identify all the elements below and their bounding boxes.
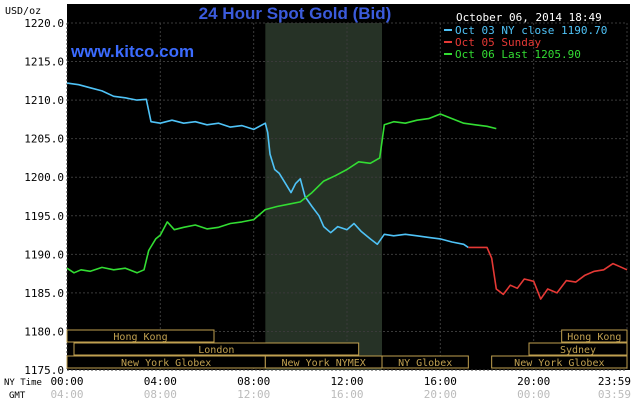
market-session-box — [381, 355, 469, 369]
gmt-row-label: GMT — [9, 391, 26, 401]
price-series-line — [66, 113, 497, 274]
market-session-label: Hong Kong — [567, 332, 621, 343]
market-session-box — [491, 355, 628, 369]
y-tick-label: 1210.0 — [24, 94, 64, 107]
nymex-session-shade — [265, 23, 382, 370]
x-tick-label: 20:00 — [517, 375, 550, 388]
x-tick-label: 04:00 — [144, 375, 177, 388]
market-session-box — [73, 342, 360, 356]
x-tick-label-gmt: 08:00 — [144, 388, 177, 401]
chart-timestamp: October 06, 2014 18:49 — [456, 11, 602, 24]
x-tick-label-gmt: 03:59 — [598, 388, 631, 401]
market-session-label: Hong Kong — [113, 332, 167, 343]
y-tick-label: 1190.0 — [24, 248, 64, 261]
legend-entry: Oct 05 Sunday — [455, 36, 541, 49]
x-tick-label: 16:00 — [424, 375, 457, 388]
market-session-box — [561, 329, 628, 343]
ny-time-row-label: NY Time — [4, 378, 42, 388]
market-session-label: New York NYMEX — [282, 358, 366, 369]
x-tick-label-gmt: 12:00 — [237, 388, 270, 401]
market-session-box — [66, 329, 215, 343]
market-session-box — [528, 342, 628, 356]
x-tick-label-gmt: 20:00 — [424, 388, 457, 401]
market-session-label: Sydney — [560, 345, 596, 356]
y-tick-label: 1195.0 — [24, 210, 64, 223]
market-session-label: New York Globex — [514, 358, 604, 369]
x-tick-label: 00:00 — [50, 375, 83, 388]
legend-entry: Oct 06 Last 1205.90 — [455, 48, 581, 61]
x-tick-label: 12:00 — [330, 375, 363, 388]
y-tick-label: 1205.0 — [24, 133, 64, 146]
price-series-line — [468, 246, 628, 300]
y-tick-label: 1180.0 — [24, 325, 64, 338]
y-tick-label: 1185.0 — [24, 287, 64, 300]
watermark-url: www.kitco.com — [70, 42, 194, 61]
legend-entry: Oct 03 NY close 1190.70 — [455, 24, 607, 37]
x-tick-label-gmt: 16:00 — [330, 388, 363, 401]
y-tick-label: 1215.0 — [24, 56, 64, 69]
y-tick-label: 1200.0 — [24, 171, 64, 184]
chart-title: 24 Hour Spot Gold (Bid) — [199, 4, 392, 23]
y-tick-label: 1175.0 — [24, 364, 64, 377]
x-tick-label: 08:00 — [237, 375, 270, 388]
x-tick-label: 23:59 — [598, 375, 631, 388]
price-series-line — [66, 82, 469, 249]
x-tick-label-gmt: 00:00 — [517, 388, 550, 401]
y-tick-label: 1220.0 — [24, 17, 64, 30]
x-tick-label-gmt: 04:00 — [50, 388, 83, 401]
y-axis-unit-label: USD/oz — [5, 6, 41, 17]
market-session-label: New York Globex — [121, 358, 211, 369]
market-session-label: London — [198, 345, 234, 356]
market-session-label: NY Globex — [398, 358, 452, 369]
